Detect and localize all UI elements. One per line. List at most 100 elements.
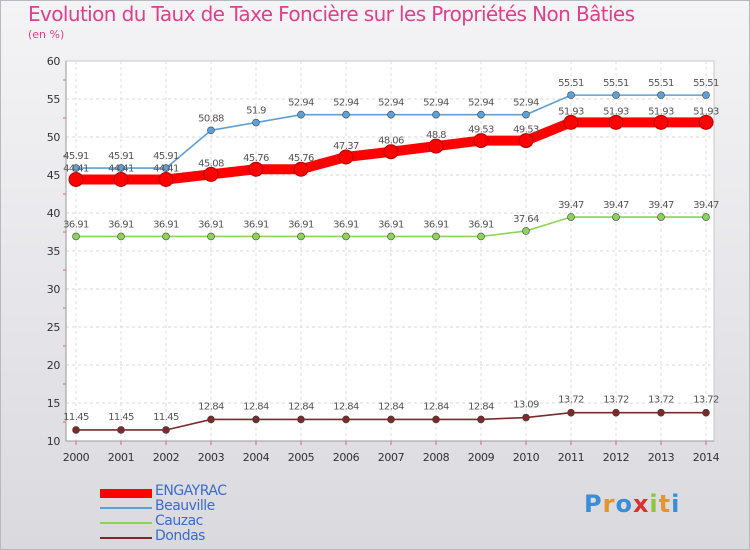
x-tick-label: 2010 [513,451,540,464]
legend: ENGAYRAC Beauville Cauzac Dondas [100,483,320,545]
logo-letter: r [602,490,616,518]
data-label-engayrac: 44.41 [108,163,134,174]
data-label-cauzac: 39.47 [603,200,629,211]
data-point-beauville [567,91,575,99]
x-tick-label: 2002 [153,451,179,464]
data-point-beauville [162,164,170,172]
x-tick-label: 2000 [63,451,90,464]
data-label-dondas: 12.84 [243,401,269,412]
data-point-cauzac [117,232,125,241]
proxiti-logo: Proxiti [584,490,680,518]
data-label-beauville: 52.94 [423,98,449,109]
data-label-engayrac: 45.08 [198,158,224,169]
logo-letter: o [615,490,633,518]
y-tick-label: 25 [47,321,61,334]
data-point-cauzac [342,232,350,241]
data-point-dondas [252,415,260,424]
data-label-beauville: 55.51 [648,78,674,89]
data-point-cauzac [162,232,170,241]
data-label-beauville: 52.94 [513,98,539,109]
y-tick-label: 30 [47,283,61,296]
legend-label: Beauville [155,498,215,514]
data-label-engayrac: 49.53 [513,125,539,136]
x-tick-label: 2006 [333,451,360,464]
legend-swatch [100,537,152,539]
data-label-cauzac: 36.91 [108,219,134,230]
data-point-beauville [297,110,305,119]
data-label-cauzac: 36.91 [468,219,494,230]
x-tick-label: 2005 [288,451,315,464]
data-point-dondas [432,415,440,424]
data-label-beauville: 45.91 [108,151,134,162]
data-point-beauville [522,110,530,119]
data-point-engayrac [608,114,624,130]
x-tick-label: 2012 [603,451,629,464]
data-label-beauville: 51.9 [246,106,266,117]
data-point-engayrac [428,138,444,154]
data-label-beauville: 55.51 [693,78,719,89]
data-point-engayrac [338,149,354,165]
data-point-dondas [522,413,530,422]
data-point-cauzac [567,213,575,221]
data-label-engayrac: 47.37 [333,141,359,152]
chart-title: Evolution du Taux de Taxe Foncière sur l… [28,2,635,26]
data-point-beauville [72,164,80,172]
data-point-dondas [567,408,575,417]
data-label-engayrac: 51.93 [693,106,719,117]
data-point-engayrac [203,166,219,182]
data-label-engayrac: 48.8 [426,130,446,141]
legend-item-cauzac: Cauzac [100,513,320,530]
x-tick-label: 2014 [693,451,720,464]
data-point-engayrac [248,161,264,177]
data-label-beauville: 52.94 [468,98,494,109]
data-label-dondas: 11.45 [108,412,134,423]
data-label-beauville: 52.94 [333,98,359,109]
data-label-cauzac: 39.47 [648,200,674,211]
data-label-cauzac: 39.47 [693,200,719,211]
data-point-beauville [477,110,485,119]
data-point-beauville [342,110,350,119]
data-label-dondas: 13.72 [603,395,629,406]
data-label-dondas: 11.45 [153,412,179,423]
data-point-beauville [702,91,710,99]
data-label-cauzac: 36.91 [423,219,449,230]
data-point-beauville [117,164,125,172]
data-point-cauzac [207,232,215,241]
data-label-cauzac: 36.91 [333,219,359,230]
logo-letter: x [632,490,650,518]
data-label-engayrac: 49.53 [468,125,494,136]
y-tick-label: 15 [47,397,61,410]
x-tick-label: 2011 [558,451,584,464]
logo-letter: i [671,490,681,518]
data-label-beauville: 55.51 [603,78,629,89]
x-tick-label: 2008 [423,451,450,464]
y-tick-label: 60 [47,55,61,68]
data-point-dondas [207,415,215,424]
data-point-engayrac [698,114,714,130]
data-label-cauzac: 36.91 [288,219,314,230]
legend-item-dondas: Dondas [100,528,320,545]
x-tick-label: 2007 [378,451,405,464]
data-label-cauzac: 36.91 [63,219,89,230]
data-label-dondas: 12.84 [468,401,494,412]
x-tick-label: 2013 [648,451,675,464]
y-tick-label: 35 [47,245,61,258]
data-label-beauville: 45.91 [63,151,89,162]
data-label-beauville: 52.94 [288,98,314,109]
data-label-dondas: 12.84 [288,401,314,412]
legend-label: ENGAYRAC [155,483,227,499]
data-point-cauzac [522,227,530,235]
data-label-engayrac: 51.93 [603,106,629,117]
y-tick-label: 40 [47,207,61,220]
data-label-engayrac: 44.41 [153,163,179,174]
legend-swatch [100,507,152,509]
data-label-engayrac: 51.93 [648,106,674,117]
data-label-beauville: 55.51 [558,78,584,89]
data-label-cauzac: 36.91 [378,219,404,230]
data-label-engayrac: 45.76 [288,153,314,164]
logo-letter: t [658,490,672,518]
data-label-engayrac: 48.06 [378,136,404,147]
data-label-beauville: 45.91 [153,151,179,162]
legend-label: Dondas [155,528,205,544]
